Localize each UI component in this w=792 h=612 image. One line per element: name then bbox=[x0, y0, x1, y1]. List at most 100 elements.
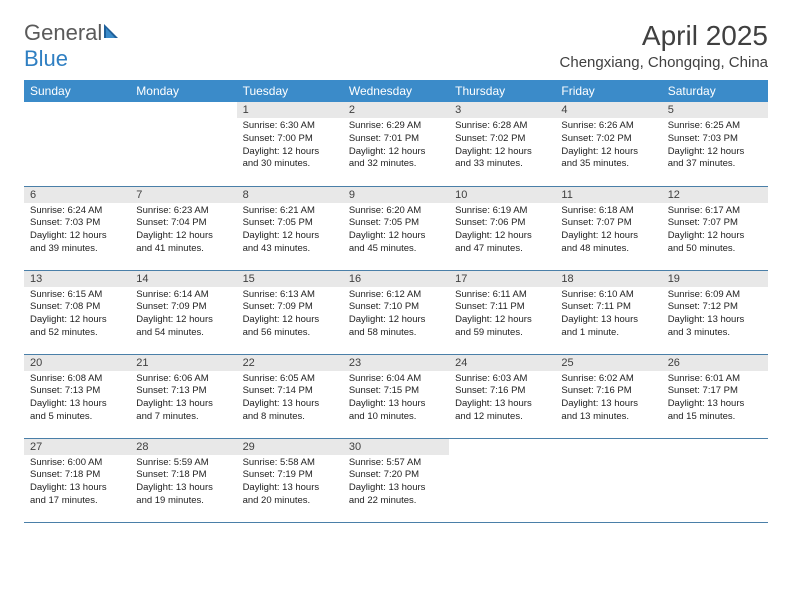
day-number: 23 bbox=[343, 355, 449, 371]
sunset-text: Sunset: 7:13 PM bbox=[30, 385, 124, 398]
day-number: 22 bbox=[237, 355, 343, 371]
day-cell: 29Sunrise: 5:58 AMSunset: 7:19 PMDayligh… bbox=[237, 438, 343, 522]
day-content: Sunrise: 6:18 AMSunset: 7:07 PMDaylight:… bbox=[555, 203, 661, 260]
week-row: 20Sunrise: 6:08 AMSunset: 7:13 PMDayligh… bbox=[24, 354, 768, 438]
day-content: Sunrise: 5:58 AMSunset: 7:19 PMDaylight:… bbox=[237, 455, 343, 512]
daylight-text: Daylight: 12 hours and 33 minutes. bbox=[455, 146, 549, 172]
day-content: Sunrise: 5:59 AMSunset: 7:18 PMDaylight:… bbox=[130, 455, 236, 512]
day-header: Monday bbox=[130, 80, 236, 102]
sunset-text: Sunset: 7:11 PM bbox=[455, 301, 549, 314]
sunrise-text: Sunrise: 6:09 AM bbox=[668, 289, 762, 302]
day-number: 20 bbox=[24, 355, 130, 371]
daylight-text: Daylight: 13 hours and 8 minutes. bbox=[243, 398, 337, 424]
sunrise-text: Sunrise: 6:02 AM bbox=[561, 373, 655, 386]
sunset-text: Sunset: 7:14 PM bbox=[243, 385, 337, 398]
day-content: Sunrise: 6:20 AMSunset: 7:05 PMDaylight:… bbox=[343, 203, 449, 260]
sunrise-text: Sunrise: 6:19 AM bbox=[455, 205, 549, 218]
sunrise-text: Sunrise: 6:29 AM bbox=[349, 120, 443, 133]
sunrise-text: Sunrise: 6:08 AM bbox=[30, 373, 124, 386]
sunrise-text: Sunrise: 6:14 AM bbox=[136, 289, 230, 302]
day-content: Sunrise: 6:15 AMSunset: 7:08 PMDaylight:… bbox=[24, 287, 130, 344]
day-cell bbox=[24, 102, 130, 186]
daylight-text: Daylight: 13 hours and 5 minutes. bbox=[30, 398, 124, 424]
daylight-text: Daylight: 13 hours and 13 minutes. bbox=[561, 398, 655, 424]
daylight-text: Daylight: 12 hours and 56 minutes. bbox=[243, 314, 337, 340]
day-content: Sunrise: 6:29 AMSunset: 7:01 PMDaylight:… bbox=[343, 118, 449, 175]
day-content: Sunrise: 6:01 AMSunset: 7:17 PMDaylight:… bbox=[662, 371, 768, 428]
day-cell: 7Sunrise: 6:23 AMSunset: 7:04 PMDaylight… bbox=[130, 186, 236, 270]
sunrise-text: Sunrise: 6:21 AM bbox=[243, 205, 337, 218]
sunrise-text: Sunrise: 6:03 AM bbox=[455, 373, 549, 386]
daylight-text: Daylight: 12 hours and 52 minutes. bbox=[30, 314, 124, 340]
day-content: Sunrise: 6:05 AMSunset: 7:14 PMDaylight:… bbox=[237, 371, 343, 428]
day-content: Sunrise: 6:30 AMSunset: 7:00 PMDaylight:… bbox=[237, 118, 343, 175]
day-content: Sunrise: 5:57 AMSunset: 7:20 PMDaylight:… bbox=[343, 455, 449, 512]
sunset-text: Sunset: 7:12 PM bbox=[668, 301, 762, 314]
day-number: 8 bbox=[237, 187, 343, 203]
day-cell: 3Sunrise: 6:28 AMSunset: 7:02 PMDaylight… bbox=[449, 102, 555, 186]
day-content: Sunrise: 6:03 AMSunset: 7:16 PMDaylight:… bbox=[449, 371, 555, 428]
sunset-text: Sunset: 7:09 PM bbox=[136, 301, 230, 314]
day-cell: 17Sunrise: 6:11 AMSunset: 7:11 PMDayligh… bbox=[449, 270, 555, 354]
day-content: Sunrise: 6:02 AMSunset: 7:16 PMDaylight:… bbox=[555, 371, 661, 428]
day-cell: 21Sunrise: 6:06 AMSunset: 7:13 PMDayligh… bbox=[130, 354, 236, 438]
week-row: 6Sunrise: 6:24 AMSunset: 7:03 PMDaylight… bbox=[24, 186, 768, 270]
daylight-text: Daylight: 13 hours and 7 minutes. bbox=[136, 398, 230, 424]
day-content: Sunrise: 6:25 AMSunset: 7:03 PMDaylight:… bbox=[662, 118, 768, 175]
sunrise-text: Sunrise: 6:24 AM bbox=[30, 205, 124, 218]
sunset-text: Sunset: 7:07 PM bbox=[561, 217, 655, 230]
daylight-text: Daylight: 13 hours and 3 minutes. bbox=[668, 314, 762, 340]
day-cell: 25Sunrise: 6:02 AMSunset: 7:16 PMDayligh… bbox=[555, 354, 661, 438]
day-number: 21 bbox=[130, 355, 236, 371]
day-header: Thursday bbox=[449, 80, 555, 102]
day-header: Friday bbox=[555, 80, 661, 102]
sunset-text: Sunset: 7:04 PM bbox=[136, 217, 230, 230]
daylight-text: Daylight: 12 hours and 50 minutes. bbox=[668, 230, 762, 256]
day-number: 29 bbox=[237, 439, 343, 455]
sunset-text: Sunset: 7:15 PM bbox=[349, 385, 443, 398]
day-content: Sunrise: 6:17 AMSunset: 7:07 PMDaylight:… bbox=[662, 203, 768, 260]
day-cell: 11Sunrise: 6:18 AMSunset: 7:07 PMDayligh… bbox=[555, 186, 661, 270]
day-cell: 27Sunrise: 6:00 AMSunset: 7:18 PMDayligh… bbox=[24, 438, 130, 522]
sunset-text: Sunset: 7:11 PM bbox=[561, 301, 655, 314]
sunrise-text: Sunrise: 6:20 AM bbox=[349, 205, 443, 218]
day-cell: 2Sunrise: 6:29 AMSunset: 7:01 PMDaylight… bbox=[343, 102, 449, 186]
sunrise-text: Sunrise: 6:01 AM bbox=[668, 373, 762, 386]
daylight-text: Daylight: 13 hours and 15 minutes. bbox=[668, 398, 762, 424]
day-content: Sunrise: 6:09 AMSunset: 7:12 PMDaylight:… bbox=[662, 287, 768, 344]
daylight-text: Daylight: 13 hours and 19 minutes. bbox=[136, 482, 230, 508]
day-content: Sunrise: 6:14 AMSunset: 7:09 PMDaylight:… bbox=[130, 287, 236, 344]
sunrise-text: Sunrise: 6:30 AM bbox=[243, 120, 337, 133]
sunrise-text: Sunrise: 5:57 AM bbox=[349, 457, 443, 470]
day-content: Sunrise: 6:13 AMSunset: 7:09 PMDaylight:… bbox=[237, 287, 343, 344]
week-row: 27Sunrise: 6:00 AMSunset: 7:18 PMDayligh… bbox=[24, 438, 768, 522]
day-header-row: SundayMondayTuesdayWednesdayThursdayFrid… bbox=[24, 80, 768, 102]
day-header: Saturday bbox=[662, 80, 768, 102]
day-number: 5 bbox=[662, 102, 768, 118]
day-cell: 30Sunrise: 5:57 AMSunset: 7:20 PMDayligh… bbox=[343, 438, 449, 522]
day-header: Wednesday bbox=[343, 80, 449, 102]
sunset-text: Sunset: 7:10 PM bbox=[349, 301, 443, 314]
day-cell bbox=[449, 438, 555, 522]
sunrise-text: Sunrise: 6:15 AM bbox=[30, 289, 124, 302]
week-row: 1Sunrise: 6:30 AMSunset: 7:00 PMDaylight… bbox=[24, 102, 768, 186]
daylight-text: Daylight: 13 hours and 12 minutes. bbox=[455, 398, 549, 424]
sunrise-text: Sunrise: 6:18 AM bbox=[561, 205, 655, 218]
day-number: 4 bbox=[555, 102, 661, 118]
sunrise-text: Sunrise: 5:59 AM bbox=[136, 457, 230, 470]
sunset-text: Sunset: 7:18 PM bbox=[30, 469, 124, 482]
daylight-text: Daylight: 12 hours and 45 minutes. bbox=[349, 230, 443, 256]
day-content: Sunrise: 6:24 AMSunset: 7:03 PMDaylight:… bbox=[24, 203, 130, 260]
sunset-text: Sunset: 7:19 PM bbox=[243, 469, 337, 482]
day-number: 30 bbox=[343, 439, 449, 455]
day-number: 2 bbox=[343, 102, 449, 118]
daylight-text: Daylight: 13 hours and 22 minutes. bbox=[349, 482, 443, 508]
day-cell: 9Sunrise: 6:20 AMSunset: 7:05 PMDaylight… bbox=[343, 186, 449, 270]
day-number: 1 bbox=[237, 102, 343, 118]
sunset-text: Sunset: 7:02 PM bbox=[561, 133, 655, 146]
sunset-text: Sunset: 7:05 PM bbox=[243, 217, 337, 230]
daylight-text: Daylight: 12 hours and 32 minutes. bbox=[349, 146, 443, 172]
daylight-text: Daylight: 13 hours and 1 minute. bbox=[561, 314, 655, 340]
day-number: 18 bbox=[555, 271, 661, 287]
day-number: 9 bbox=[343, 187, 449, 203]
